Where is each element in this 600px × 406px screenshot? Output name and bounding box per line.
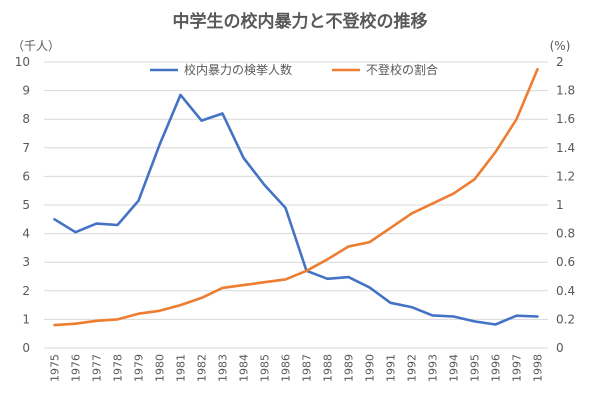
x-tick-label: 1998 <box>532 354 545 382</box>
right-tick-label: 0.2 <box>556 312 575 326</box>
left-tick-label: 4 <box>22 227 30 241</box>
right-tick-label: 1.6 <box>556 112 575 126</box>
right-tick-label: 1.8 <box>556 84 575 98</box>
x-tick-label: 1995 <box>469 354 482 382</box>
x-tick-label: 1983 <box>217 354 230 382</box>
x-tick-label: 1987 <box>301 354 314 382</box>
left-tick-label: 0 <box>22 341 30 355</box>
left-tick-label: 2 <box>22 284 30 298</box>
series-line-1 <box>55 95 538 325</box>
right-tick-label: 0.8 <box>556 227 575 241</box>
legend: 校内暴力の検挙人数 不登校の割合 <box>150 62 438 77</box>
x-tick-label: 1980 <box>154 354 167 382</box>
x-tick-label: 1996 <box>490 354 503 382</box>
legend-label: 不登校の割合 <box>366 62 438 77</box>
x-tick-label: 1981 <box>175 354 188 382</box>
x-tick-label: 1986 <box>280 354 293 382</box>
legend-label: 校内暴力の検挙人数 <box>184 62 292 77</box>
grid-lines <box>44 62 548 348</box>
x-tick-label: 1990 <box>364 354 377 382</box>
right-tick-label: 2 <box>556 55 564 69</box>
series-lines <box>54 69 537 325</box>
x-tick-label: 1976 <box>70 354 83 382</box>
x-tick-label: 1991 <box>385 354 398 382</box>
left-tick-label: 6 <box>22 169 30 183</box>
x-tick-label: 1978 <box>112 354 125 382</box>
series-line-2 <box>55 69 538 325</box>
right-tick-label: 1.2 <box>556 169 575 183</box>
right-axis-ticks: 0 0.2 0.4 0.6 0.8 1 1.2 1.4 1.6 1.8 2 <box>556 55 575 355</box>
x-tick-label: 1977 <box>91 354 104 382</box>
left-tick-label: 3 <box>22 255 30 269</box>
left-tick-label: 1 <box>22 312 30 326</box>
x-tick-label: 1994 <box>448 354 461 382</box>
right-axis-unit: (%) <box>550 39 571 53</box>
x-tick-label: 1992 <box>406 354 419 382</box>
x-tick-label: 1997 <box>511 354 524 382</box>
left-tick-label: 10 <box>15 55 30 69</box>
left-tick-label: 9 <box>22 84 30 98</box>
x-tick-label: 1984 <box>238 354 251 382</box>
x-tick-label: 1979 <box>133 354 146 382</box>
x-tick-label: 1985 <box>259 354 272 382</box>
x-tick-label: 1982 <box>196 354 209 382</box>
x-tick-label: 1988 <box>322 354 335 382</box>
right-tick-label: 1.4 <box>556 141 575 155</box>
right-tick-label: 0.6 <box>556 255 575 269</box>
x-tick-label: 1975 <box>49 354 62 382</box>
x-axis-ticks: 1975 1976 1977 1978 1979 1980 1981 1982 1983 1984… <box>49 354 545 382</box>
x-tick-label: 1989 <box>343 354 356 382</box>
left-tick-label: 7 <box>22 141 30 155</box>
left-axis-unit: （千人） <box>12 39 60 53</box>
left-tick-label: 5 <box>22 198 30 212</box>
right-tick-label: 1 <box>556 198 564 212</box>
left-tick-label: 8 <box>22 112 30 126</box>
left-axis-ticks: 0 1 2 3 4 5 6 7 8 9 10 <box>15 55 30 355</box>
chart-title: 中学生の校内暴力と不登校の推移 <box>173 11 428 32</box>
right-tick-label: 0.4 <box>556 284 575 298</box>
right-tick-label: 0 <box>556 341 564 355</box>
x-tick-label: 1993 <box>427 354 440 382</box>
